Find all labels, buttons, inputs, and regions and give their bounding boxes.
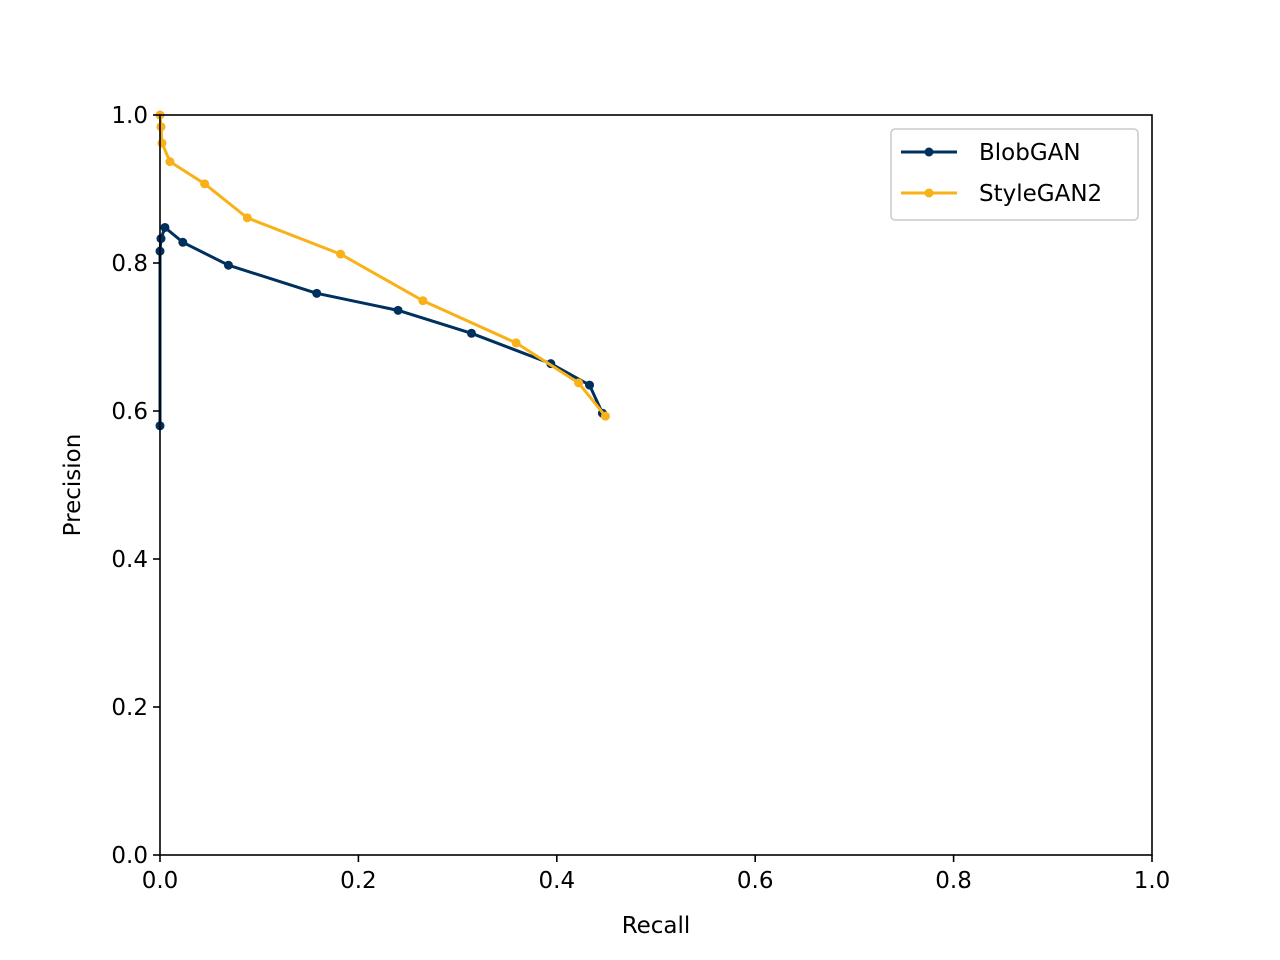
data-point-stylegan2 <box>157 138 167 148</box>
data-point-blobgan <box>223 260 233 270</box>
x-tick-label: 0.6 <box>737 868 774 894</box>
data-point-blobgan <box>160 222 170 232</box>
data-point-stylegan2 <box>418 296 428 306</box>
legend-swatch-marker <box>924 147 934 157</box>
y-axis-ticks: 0.0 0.2 0.4 0.6 0.8 1.0 <box>111 103 160 869</box>
y-tick-label: 0.4 <box>111 547 148 573</box>
legend-label: BlobGAN <box>979 140 1081 166</box>
data-point-stylegan2 <box>511 338 521 348</box>
data-point-stylegan2 <box>165 157 175 167</box>
data-point-stylegan2 <box>242 213 252 223</box>
data-point-blobgan <box>393 305 403 315</box>
y-axis-label: Precision <box>60 434 86 537</box>
data-point-stylegan2 <box>574 378 584 388</box>
x-tick-label: 0.2 <box>340 868 377 894</box>
data-point-blobgan <box>466 328 476 338</box>
x-tick-label: 0.0 <box>142 868 179 894</box>
legend-item-blobgan: BlobGAN <box>901 140 1081 166</box>
y-tick-label: 0.8 <box>111 251 148 277</box>
legend: BlobGAN StyleGAN2 <box>890 128 1139 221</box>
data-point-stylegan2 <box>156 122 166 132</box>
x-tick-label: 1.0 <box>1134 868 1171 894</box>
data-point-stylegan2 <box>200 179 210 189</box>
data-point-stylegan2 <box>600 411 610 421</box>
plot-frame <box>159 114 1153 856</box>
data-point-blobgan <box>178 237 188 247</box>
legend-swatch-marker <box>924 188 934 198</box>
plot-area <box>160 115 1152 855</box>
x-tick-label: 0.4 <box>539 868 576 894</box>
y-tick-label: 0.6 <box>111 399 148 425</box>
data-point-blobgan <box>156 234 166 244</box>
x-tick-label: 0.8 <box>935 868 972 894</box>
legend-item-stylegan2: StyleGAN2 <box>901 181 1102 207</box>
series-layer <box>155 110 610 431</box>
y-tick-label: 1.0 <box>111 103 148 129</box>
data-point-blobgan <box>312 288 322 298</box>
legend-label: StyleGAN2 <box>979 181 1102 207</box>
y-tick-label: 0.2 <box>111 695 148 721</box>
x-axis-label: Recall <box>622 913 691 939</box>
x-axis-ticks: 0.0 0.2 0.4 0.6 0.8 1.0 <box>142 855 1171 894</box>
y-tick-label: 0.0 <box>111 843 148 869</box>
data-point-blobgan <box>585 380 595 390</box>
data-point-stylegan2 <box>336 249 346 259</box>
